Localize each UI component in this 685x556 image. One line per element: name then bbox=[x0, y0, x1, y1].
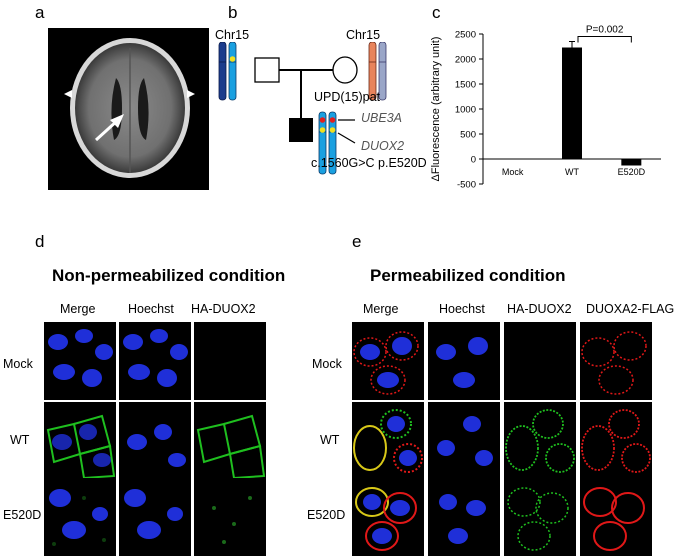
e-e520d-ha-duox2 bbox=[504, 478, 576, 556]
y-tick-label: 0 bbox=[471, 155, 476, 166]
gene-duox2: DUOX2 bbox=[361, 139, 405, 153]
panel-label-c: c bbox=[432, 3, 441, 22]
e-wt-duoxa2-flag bbox=[580, 402, 652, 480]
p-value-label: P=0.002 bbox=[586, 25, 624, 36]
chr-left-label: Chr15 bbox=[215, 28, 250, 42]
e-wt-hoechst bbox=[428, 402, 500, 480]
d-wt-merge bbox=[44, 402, 116, 480]
e-wt-merge bbox=[352, 402, 424, 480]
d-mock-merge bbox=[44, 322, 116, 400]
e-row-wt: WT bbox=[320, 433, 340, 447]
d-e520d-hoechst bbox=[119, 478, 191, 556]
d-row-mock: Mock bbox=[3, 357, 33, 371]
y-tick-label: -500 bbox=[457, 180, 476, 191]
fluorescence-chart: -500 0 500 1000 1500 2000 2500 ΔFluorescence (a… bbox=[430, 25, 661, 191]
e-wt-ha-duox2 bbox=[504, 402, 576, 480]
mri-image bbox=[48, 28, 209, 190]
e-e520d-duoxa2-flag bbox=[580, 478, 652, 556]
d-col-hoechst: Hoechst bbox=[128, 302, 174, 316]
e-row-mock: Mock bbox=[312, 357, 342, 371]
d-mock-hoechst bbox=[119, 322, 191, 400]
bar-e520d bbox=[621, 159, 642, 166]
y-axis-label: ΔFluorescence (arbitrary unit) bbox=[430, 37, 442, 182]
d-wt-ha-duox2 bbox=[194, 402, 266, 480]
y-tick-label: 1500 bbox=[455, 80, 476, 91]
mutation-label: c.1560G>C p.E520D bbox=[311, 156, 427, 170]
pedigree-diagram bbox=[218, 42, 387, 175]
d-col-ha-duox2: HA-DUOX2 bbox=[191, 302, 256, 316]
d-e520d-merge bbox=[44, 478, 116, 556]
d-row-e520d: E520D bbox=[3, 508, 42, 522]
e-mock-hoechst bbox=[428, 322, 500, 400]
upd-label: UPD(15)pat bbox=[314, 90, 380, 104]
e-col-ha-duox2: HA-DUOX2 bbox=[507, 302, 572, 316]
e-e520d-merge bbox=[352, 478, 424, 556]
e-col-duoxa2-flag: DUOXA2-FLAG bbox=[586, 302, 675, 316]
panel-label-b: b bbox=[228, 3, 238, 22]
e-col-merge: Merge bbox=[363, 302, 399, 316]
y-tick-label: 2000 bbox=[455, 55, 476, 66]
d-wt-hoechst bbox=[119, 402, 191, 480]
panel-label-a: a bbox=[35, 3, 45, 22]
e-mock-ha-duox2 bbox=[504, 322, 576, 400]
y-tick-label: 500 bbox=[460, 130, 476, 141]
e-mock-duoxa2-flag bbox=[580, 322, 652, 400]
e-mock-merge bbox=[352, 322, 424, 400]
panel-e-title: Permeabilized condition bbox=[370, 266, 566, 285]
d-mock-ha-duox2 bbox=[194, 322, 266, 400]
y-tick-label: 2500 bbox=[455, 30, 476, 41]
e-col-hoechst: Hoechst bbox=[439, 302, 485, 316]
x-tick-label: WT bbox=[565, 167, 579, 177]
y-tick-label: 1000 bbox=[455, 105, 476, 116]
x-tick-label: Mock bbox=[502, 167, 524, 177]
d-col-merge: Merge bbox=[60, 302, 96, 316]
d-e520d-ha-duox2 bbox=[194, 478, 266, 556]
mri-scan-graphic bbox=[64, 38, 195, 178]
significance-bracket bbox=[577, 36, 632, 43]
panel-d-title: Non-permeabilized condition bbox=[52, 266, 286, 285]
chr-right-label: Chr15 bbox=[346, 28, 381, 42]
bar-wt bbox=[562, 47, 582, 159]
e-row-e520d: E520D bbox=[307, 508, 346, 522]
panel-label-e: e bbox=[352, 232, 362, 251]
d-row-wt: WT bbox=[10, 433, 30, 447]
panel-label-d: d bbox=[35, 232, 45, 251]
x-tick-label: E520D bbox=[618, 167, 646, 177]
e-e520d-hoechst bbox=[428, 478, 500, 556]
gene-ube3a: UBE3A bbox=[361, 111, 402, 125]
